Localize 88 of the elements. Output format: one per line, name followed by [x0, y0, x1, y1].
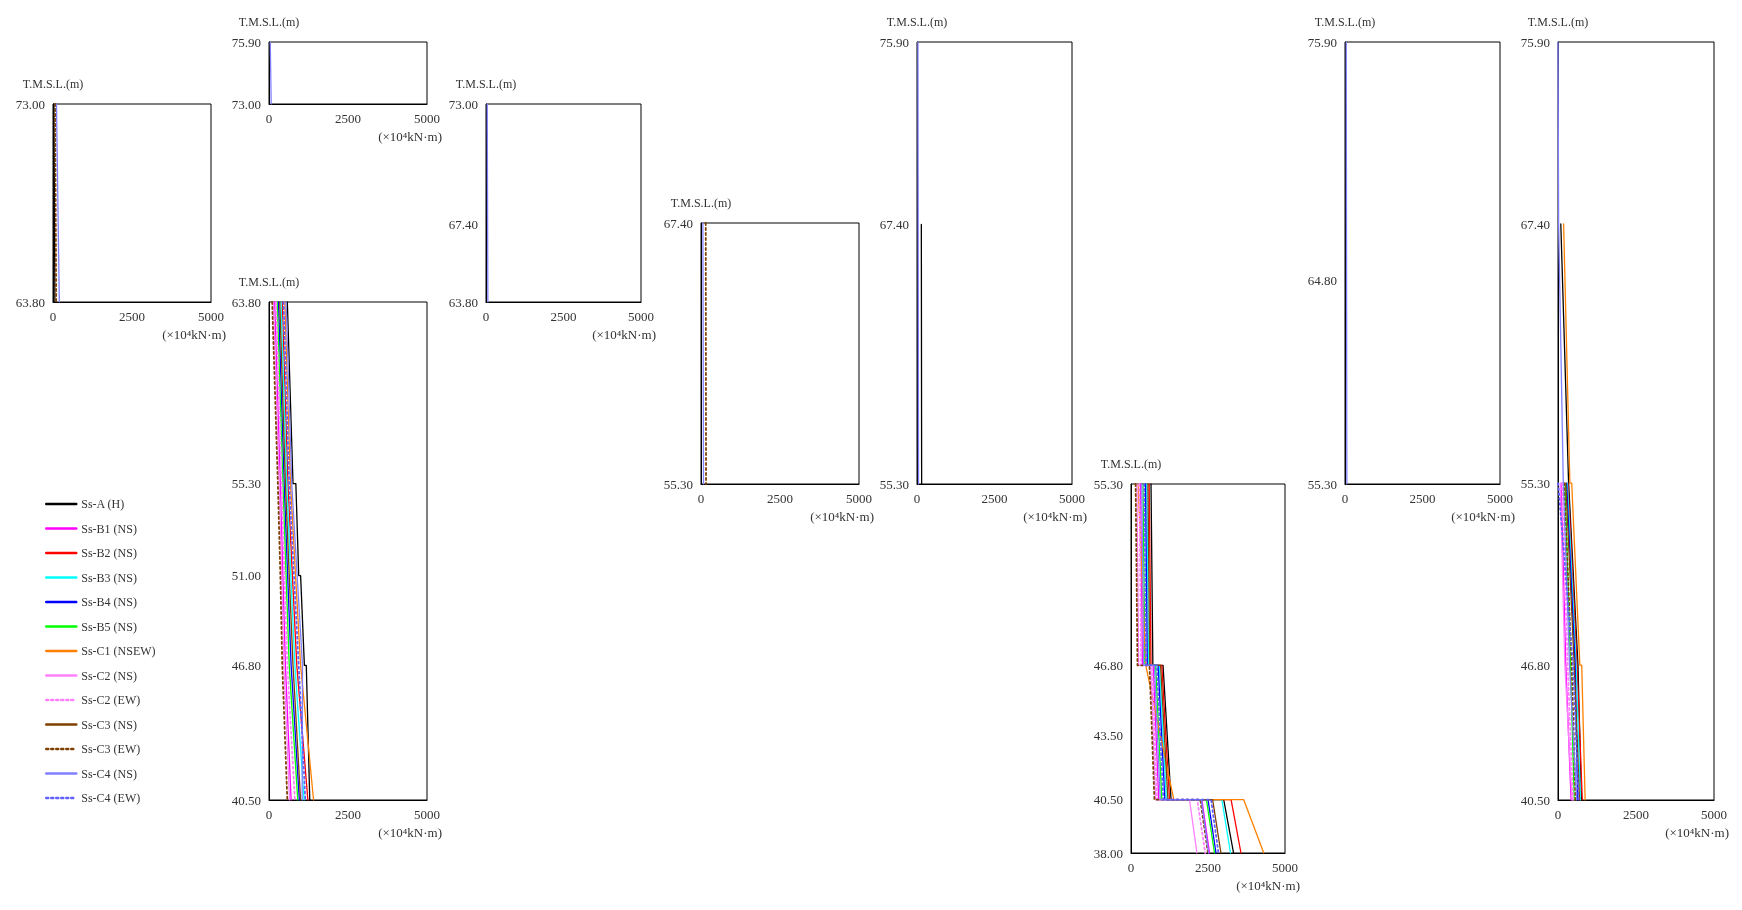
y-tick-label: 46.80 [231, 657, 261, 673]
legend-label: Ss-B1 (NS) [81, 521, 137, 536]
x-axis-title: (×10⁴kN·m) [592, 327, 656, 342]
y-tick-label: 63.80 [15, 294, 45, 310]
y-tick-label: 55.30 [1093, 476, 1123, 492]
y-tick-label: 67.40 [879, 216, 909, 232]
x-tick-label: 0 [1127, 860, 1135, 875]
x-axis-title: (×10⁴kN·m) [1023, 509, 1087, 524]
y-axis-title: T.M.S.L.(m) [238, 15, 300, 29]
x-axis-title: (×10⁴kN·m) [162, 327, 226, 342]
x-tick-label: 5000 [414, 807, 440, 822]
y-tick-label: 46.80 [1093, 657, 1123, 673]
y-tick-label: 73.00 [15, 96, 45, 112]
y-tick-label: 73.00 [448, 96, 478, 112]
legend-label: Ss-B3 (NS) [81, 570, 137, 585]
y-axis-title: T.M.S.L.(m) [1527, 15, 1589, 29]
x-tick-label: 0 [697, 491, 705, 506]
x-tick-label: 5000 [1059, 491, 1085, 506]
x-axis-title: (×10⁴kN·m) [378, 825, 442, 840]
legend-label: Ss-C4 (NS) [81, 766, 137, 781]
legend-label: Ss-B2 (NS) [81, 546, 137, 561]
x-tick-label: 2500 [119, 309, 145, 324]
x-tick-label: 5000 [1701, 807, 1727, 822]
x-tick-label: 2500 [1623, 807, 1649, 822]
legend-label: Ss-C1 (NSEW) [81, 644, 156, 659]
y-axis-title: T.M.S.L.(m) [22, 77, 84, 91]
y-tick-label: 38.00 [1093, 845, 1123, 861]
legend-label: Ss-C4 (EW) [81, 791, 141, 806]
x-axis-title: (×10⁴kN·m) [1236, 878, 1300, 893]
y-axis-title: T.M.S.L.(m) [670, 196, 732, 210]
y-tick-label: 55.30 [231, 476, 261, 492]
y-tick-label: 55.30 [663, 476, 693, 492]
x-axis-title: (×10⁴kN·m) [810, 509, 874, 524]
x-tick-label: 2500 [550, 309, 577, 324]
x-tick-label: 2500 [767, 491, 793, 506]
legend-label: Ss-C2 (EW) [81, 693, 141, 708]
x-tick-label: 2500 [1409, 491, 1436, 506]
y-tick-label: 63.80 [231, 294, 261, 310]
y-axis-title: T.M.S.L.(m) [1314, 15, 1376, 29]
y-tick-label: 75.90 [231, 34, 261, 50]
x-tick-label: 0 [1554, 807, 1562, 822]
y-tick-label: 64.80 [1307, 272, 1337, 288]
legend-label: Ss-C2 (NS) [81, 668, 137, 683]
y-tick-label: 75.90 [879, 34, 909, 50]
y-tick-label: 55.30 [879, 476, 909, 492]
x-tick-label: 0 [49, 309, 57, 324]
y-tick-label: 40.50 [1093, 792, 1123, 808]
x-axis-title: (×10⁴kN·m) [1665, 825, 1729, 840]
y-tick-label: 75.90 [1520, 34, 1550, 50]
y-tick-label: 73.00 [231, 96, 261, 112]
y-tick-label: 43.50 [1093, 728, 1123, 744]
y-tick-label: 67.40 [448, 217, 478, 233]
legend-label: Ss-C3 (EW) [81, 742, 141, 757]
x-tick-label: 0 [265, 111, 273, 126]
legend-label: Ss-B5 (NS) [81, 619, 137, 634]
y-axis-title: T.M.S.L.(m) [455, 77, 517, 91]
legend-label: Ss-B4 (NS) [81, 595, 137, 610]
x-axis-title: (×10⁴kN·m) [378, 129, 442, 144]
y-axis-title: T.M.S.L.(m) [238, 275, 300, 289]
x-axis-title: (×10⁴kN·m) [1451, 509, 1515, 524]
x-tick-label: 0 [482, 309, 490, 324]
y-tick-label: 67.40 [663, 215, 693, 231]
y-axis-title: T.M.S.L.(m) [886, 15, 948, 29]
legend-label: Ss-C3 (NS) [81, 717, 137, 732]
x-tick-label: 5000 [1272, 860, 1298, 875]
y-tick-label: 55.30 [1307, 476, 1337, 492]
y-axis-title: T.M.S.L.(m) [1100, 457, 1162, 471]
x-tick-label: 2500 [335, 807, 361, 822]
x-tick-label: 0 [265, 807, 273, 822]
y-tick-label: 67.40 [1520, 216, 1550, 232]
y-tick-label: 40.50 [231, 792, 261, 808]
y-tick-label: 63.80 [448, 294, 478, 310]
x-tick-label: 0 [913, 491, 921, 506]
x-tick-label: 5000 [846, 491, 872, 506]
legend-label: Ss-A (H) [81, 497, 125, 512]
x-tick-label: 5000 [414, 111, 440, 126]
y-tick-label: 40.50 [1520, 792, 1550, 808]
x-tick-label: 5000 [198, 309, 224, 324]
x-tick-label: 5000 [628, 309, 654, 324]
y-tick-label: 55.30 [1520, 475, 1550, 491]
x-tick-label: 2500 [1195, 860, 1221, 875]
y-tick-label: 75.90 [1307, 34, 1337, 50]
x-tick-label: 5000 [1487, 491, 1513, 506]
y-tick-label: 46.80 [1520, 657, 1550, 673]
x-tick-label: 2500 [981, 491, 1008, 506]
x-tick-label: 2500 [335, 111, 361, 126]
x-tick-label: 0 [1341, 491, 1349, 506]
y-tick-label: 51.00 [231, 568, 261, 584]
